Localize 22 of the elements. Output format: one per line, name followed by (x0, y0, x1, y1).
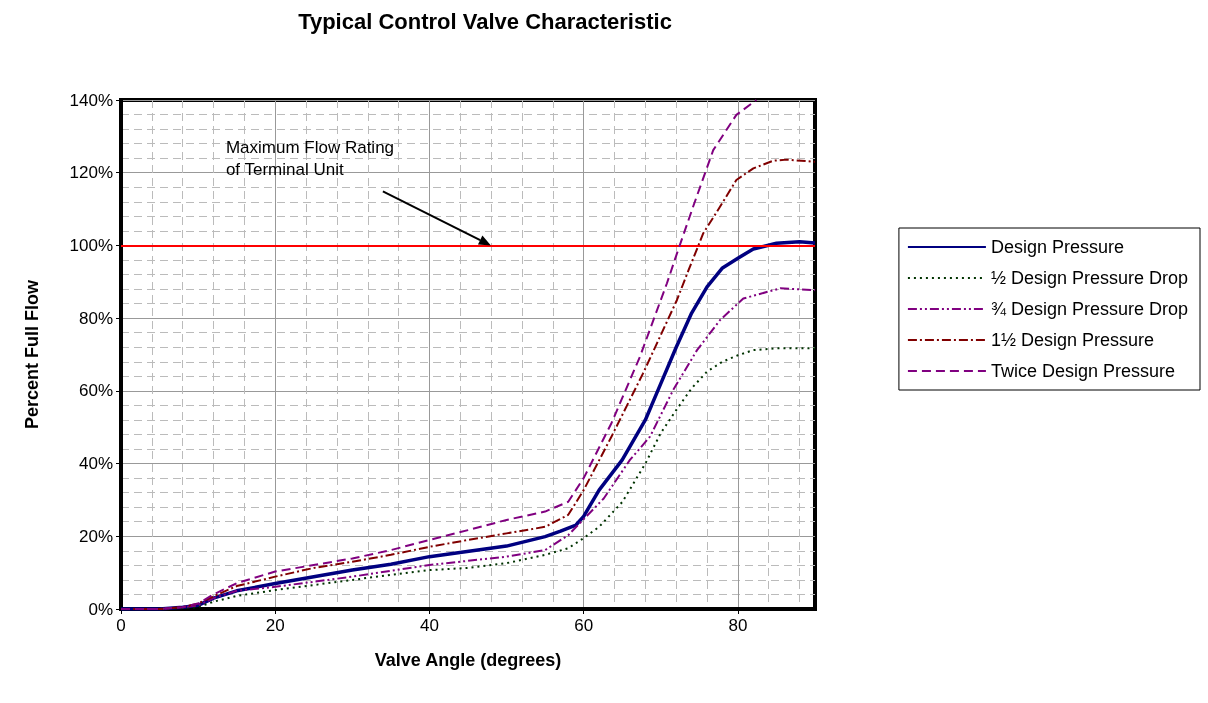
legend-label: Design Pressure (990, 237, 1124, 257)
y-tick-label: 100% (69, 235, 113, 255)
y-tick-label: 60% (78, 381, 113, 401)
y-tick-label: 20% (78, 526, 113, 546)
x-tick-label: 20 (265, 616, 285, 635)
legend-label: Twice Design Pressure (990, 361, 1175, 381)
x-tick-label: 60 (574, 616, 594, 635)
y-tick-label: 140% (69, 90, 113, 110)
x-tick-label: 40 (419, 616, 439, 635)
y-tick-label: 40% (78, 454, 113, 474)
y-tick-label: 120% (69, 163, 113, 183)
x-tick-label: 80 (728, 616, 748, 635)
x-tick-label: 0 (116, 616, 126, 635)
y-axis-title: Percent Full Flow (22, 279, 42, 430)
chart-title: Typical Control Valve Characteristic (298, 8, 672, 34)
x-axis-title: Valve Angle (degrees) (374, 650, 562, 670)
legend-label: 1½ Design Pressure (990, 330, 1155, 350)
annotation: Maximum Flow Rating of Terminal Unit (225, 137, 395, 182)
legend-label: ¾ Design Pressure Drop (990, 299, 1189, 319)
y-tick-label: 0% (88, 599, 113, 619)
y-tick-label: 80% (78, 308, 113, 328)
legend-label: ½ Design Pressure Drop (990, 268, 1189, 288)
